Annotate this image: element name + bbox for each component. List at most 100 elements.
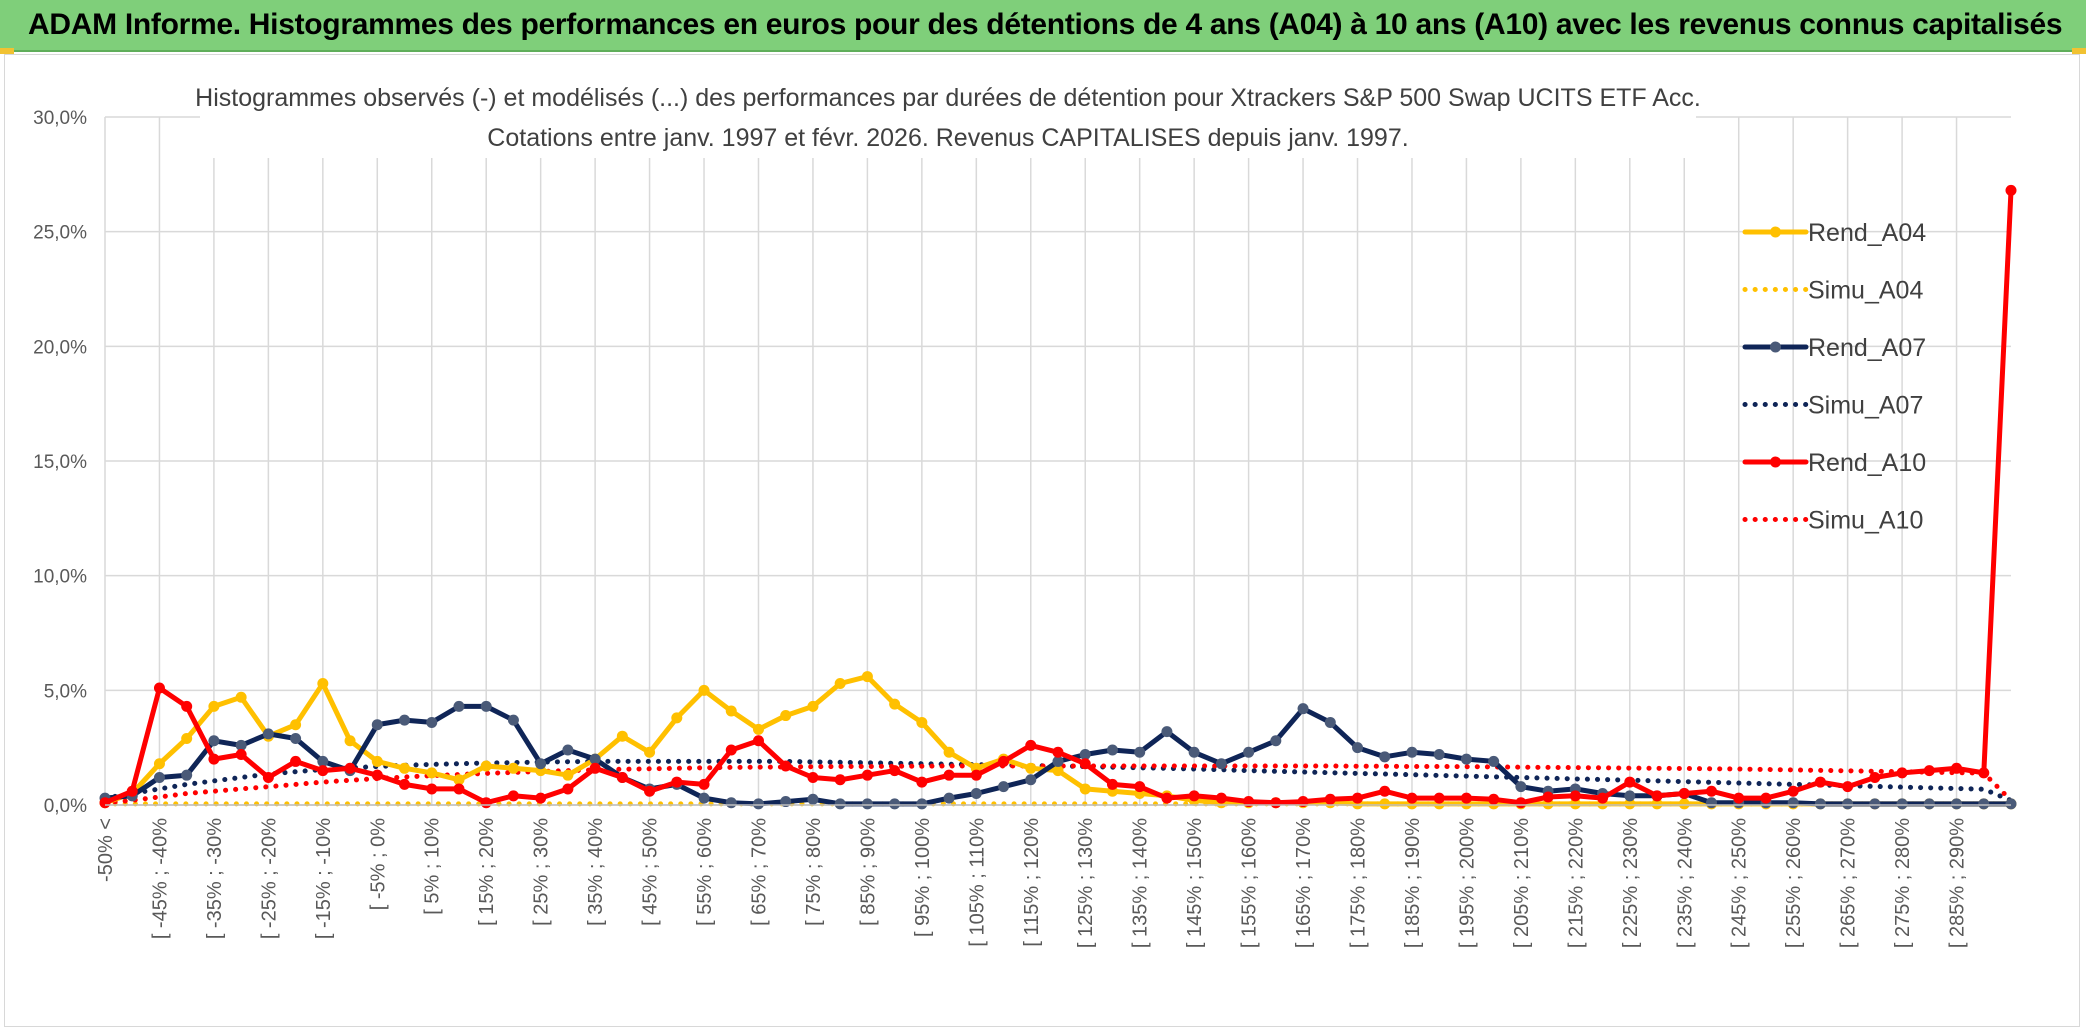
data-point-rend-a10 [1923, 765, 1935, 777]
x-tick-label: [ 265% ; 270% [1838, 818, 1860, 948]
x-tick-label: [ 285% ; 290% [1947, 818, 1969, 948]
data-point-rend-a04 [1651, 798, 1663, 810]
data-point-rend-a04 [453, 774, 465, 786]
data-point-rend-a07 [1869, 798, 1881, 810]
data-point-rend-a07 [1923, 798, 1935, 810]
series-layer [99, 184, 2017, 810]
data-point-rend-a04 [752, 723, 764, 735]
data-point-rend-a07 [290, 732, 302, 744]
x-tick-label: [ 205% ; 210% [1511, 818, 1533, 948]
data-point-rend-a07 [1106, 744, 1118, 756]
data-point-rend-a07 [1297, 703, 1309, 715]
data-point-rend-a10 [126, 785, 138, 797]
x-tick-label: [ -45% ; -40% [149, 818, 171, 939]
data-point-rend-a07 [1215, 758, 1227, 770]
x-tick-label: [ 15% ; 20% [476, 818, 498, 926]
data-point-rend-a07 [1433, 749, 1445, 761]
data-point-rend-a07 [1515, 781, 1527, 793]
data-point-rend-a07 [1896, 798, 1908, 810]
data-point-rend-a10 [1760, 792, 1772, 804]
x-tick-label: [ -15% ; -10% [313, 818, 335, 939]
data-point-rend-a10 [889, 765, 901, 777]
legend-label-simu-a04: Simu_A04 [1808, 277, 1923, 305]
data-point-rend-a10 [1842, 781, 1854, 793]
data-point-rend-a04 [916, 716, 928, 728]
data-point-rend-a10 [1896, 767, 1908, 779]
data-point-rend-a07 [725, 797, 737, 809]
data-point-rend-a10 [1624, 776, 1636, 788]
x-tick-label: [ 25% ; 30% [531, 818, 553, 926]
x-tick-label: [ 115% ; 120% [1021, 818, 1043, 947]
data-point-rend-a10 [1215, 792, 1227, 804]
data-point-rend-a10 [1106, 778, 1118, 790]
data-point-rend-a04 [671, 712, 683, 724]
legend-label-rend-a07: Rend_A07 [1808, 334, 1926, 362]
data-point-rend-a07 [943, 792, 955, 804]
data-point-rend-a10 [1460, 792, 1472, 804]
data-point-rend-a07 [1324, 716, 1336, 728]
x-tick-label: [ -25% ; -20% [258, 818, 280, 939]
y-tick-label: 15,0% [33, 452, 87, 473]
data-point-rend-a10 [562, 783, 574, 795]
x-tick-label: [ 275% ; 280% [1892, 818, 1914, 948]
data-point-rend-a07 [1243, 746, 1255, 758]
data-point-rend-a07 [698, 792, 710, 804]
x-tick-label: -50% < [95, 818, 117, 882]
data-point-rend-a10 [1978, 767, 1990, 779]
data-point-rend-a07 [834, 798, 846, 810]
x-tick-label: [ 185% ; 190% [1402, 818, 1424, 948]
data-point-rend-a04 [644, 746, 656, 758]
data-point-rend-a07 [399, 714, 411, 726]
data-point-rend-a10 [752, 735, 764, 747]
y-tick-label: 5,0% [44, 681, 87, 702]
data-point-rend-a10 [1705, 785, 1717, 797]
data-point-rend-a10 [1733, 792, 1745, 804]
data-point-rend-a10 [153, 682, 165, 694]
data-point-rend-a04 [317, 677, 329, 689]
banner: ADAM Informe. Histogrammes des performan… [0, 0, 2086, 52]
data-point-rend-a07 [1624, 790, 1636, 802]
x-tick-label: [ 65% ; 70% [748, 818, 770, 926]
data-point-rend-a04 [725, 705, 737, 717]
x-tick-label: [ 245% ; 250% [1729, 818, 1751, 948]
data-point-rend-a04 [807, 700, 819, 712]
data-point-rend-a10 [1161, 792, 1173, 804]
data-point-rend-a07 [1488, 755, 1500, 767]
data-point-rend-a04 [507, 762, 519, 774]
data-point-rend-a07 [889, 798, 901, 810]
axis-layer: 0,0% 5,0% 10,0% 15,0% 20,0% 25,0% 30,0% -50% < [… [33, 108, 2011, 948]
data-point-rend-a04 [562, 769, 574, 781]
data-point-rend-a10 [235, 749, 247, 761]
data-point-rend-a10 [861, 769, 873, 781]
x-tick-label: [ 95% ; 100% [912, 818, 934, 937]
data-point-rend-a04 [480, 760, 492, 772]
data-point-rend-a04 [371, 755, 383, 767]
x-tick-label: [ 145% ; 150% [1184, 818, 1206, 948]
data-point-rend-a07 [1814, 798, 1826, 810]
x-tick-label: [ 135% ; 140% [1130, 818, 1152, 948]
data-point-rend-a10 [644, 785, 656, 797]
data-point-rend-a04 [1052, 765, 1064, 777]
data-point-rend-a04 [698, 684, 710, 696]
data-point-rend-a07 [480, 700, 492, 712]
data-point-rend-a07 [807, 793, 819, 805]
data-point-rend-a10 [317, 765, 329, 777]
data-point-rend-a04 [1569, 798, 1581, 810]
data-point-rend-a04 [399, 762, 411, 774]
data-point-rend-a10 [1869, 771, 1881, 783]
data-point-rend-a07 [1052, 755, 1064, 767]
data-point-rend-a10 [1678, 788, 1690, 800]
data-point-rend-a10 [970, 769, 982, 781]
chart-title-line-1: Histogrammes observés (-) et modélisés (… [195, 84, 1701, 112]
legend-label-rend-a10: Rend_A10 [1808, 449, 1926, 477]
data-point-rend-a10 [507, 790, 519, 802]
data-point-rend-a07 [1978, 798, 1990, 810]
data-point-rend-a07 [235, 739, 247, 751]
data-point-rend-a04 [943, 746, 955, 758]
data-point-rend-a04 [181, 732, 193, 744]
x-tick-label: [ 75% ; 80% [803, 818, 825, 926]
legend-label-simu-a07: Simu_A07 [1808, 392, 1923, 420]
data-point-rend-a10 [535, 792, 547, 804]
data-point-rend-a07 [1787, 797, 1799, 809]
data-point-rend-a10 [1597, 792, 1609, 804]
